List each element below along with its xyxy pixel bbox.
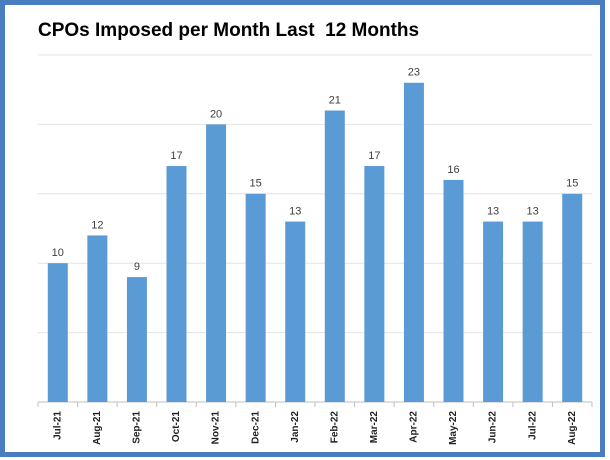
- x-tick-label: Mar-22: [369, 411, 380, 444]
- chart-title: CPOs Imposed per Month Last 12 Months: [38, 20, 419, 41]
- value-label: 17: [170, 150, 182, 162]
- value-label: 13: [527, 205, 539, 217]
- value-label: 12: [91, 219, 103, 231]
- bar: [285, 221, 306, 402]
- x-tick-label: Jun-22: [488, 411, 499, 444]
- bar: [364, 166, 385, 402]
- value-label: 16: [447, 164, 459, 176]
- value-label: 15: [566, 178, 578, 190]
- x-tick-label: May-22: [448, 411, 459, 445]
- bar: [47, 263, 68, 402]
- bar: [245, 193, 266, 402]
- x-tick-label: Jan-22: [290, 411, 301, 443]
- bar: [126, 277, 147, 402]
- value-label: 9: [134, 261, 140, 273]
- value-label: 13: [289, 205, 301, 217]
- value-label: 20: [210, 108, 222, 120]
- bar: [403, 82, 424, 402]
- bar: [483, 221, 504, 402]
- bar: [443, 179, 464, 402]
- x-tick-label: Jul-22: [527, 411, 538, 440]
- bar: [166, 166, 187, 402]
- value-label: 23: [408, 67, 420, 79]
- x-tick-label: Jul-21: [52, 411, 63, 440]
- x-tick-label: Aug-21: [92, 411, 103, 445]
- x-tick-label: Oct-21: [171, 411, 182, 443]
- x-tick-label: Apr-22: [409, 411, 420, 443]
- value-label: 17: [368, 150, 380, 162]
- bar: [522, 221, 543, 402]
- x-tick-label: Dec-21: [250, 411, 261, 444]
- bar: [562, 193, 583, 402]
- x-tick-label: Sep-21: [132, 411, 143, 444]
- value-label: 15: [250, 178, 262, 190]
- x-tick-label: Aug-22: [567, 411, 578, 445]
- bar: [87, 235, 108, 402]
- x-tick-label: Feb-22: [329, 411, 340, 444]
- value-label: 10: [52, 247, 64, 259]
- x-tick-label: Nov-21: [211, 411, 222, 445]
- bar: [324, 110, 345, 403]
- bar: [206, 124, 227, 403]
- value-label: 13: [487, 205, 499, 217]
- value-label: 21: [329, 94, 341, 106]
